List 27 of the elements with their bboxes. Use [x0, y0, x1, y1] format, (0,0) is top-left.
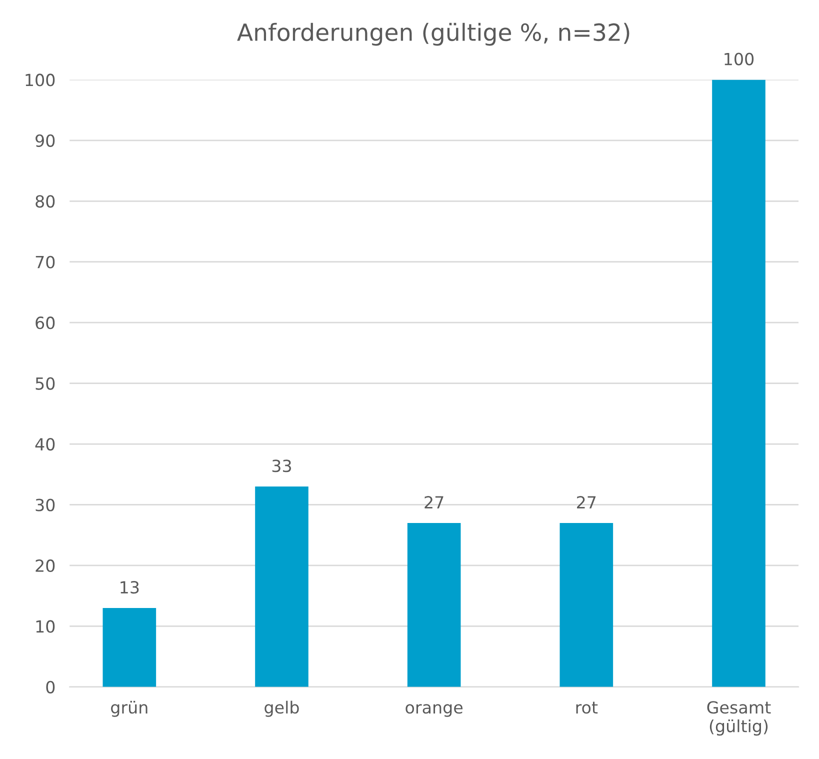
x-tick-label: orange [406, 704, 463, 717]
y-tick-label: 70 [36, 256, 55, 268]
bar [255, 486, 308, 687]
data-label: 100 [724, 52, 754, 66]
bar [407, 522, 461, 687]
bar [102, 608, 156, 687]
x-tick-label: Gesamt (gültig) [707, 701, 771, 736]
x-tick-label: rot [576, 702, 598, 714]
y-tick-label: 80 [36, 195, 55, 208]
x-tick-label: grün [111, 700, 148, 717]
data-label: 33 [272, 460, 292, 472]
chart-title: Anforderungen (gültige %, n=32) [237, 22, 630, 46]
bar [712, 80, 766, 687]
y-tick-label: 10 [36, 620, 55, 633]
y-tick-label: 0 [46, 680, 55, 694]
x-tick-label: gelb [264, 700, 299, 717]
y-tick-label: 50 [36, 377, 55, 390]
y-tick-label: 40 [35, 438, 55, 451]
y-tick-label: 30 [36, 498, 55, 512]
y-tick-label: 100 [26, 74, 55, 86]
y-tick-label: 20 [36, 559, 55, 572]
data-label: 27 [577, 496, 596, 508]
y-tick-label: 90 [36, 134, 55, 147]
data-label: 13 [120, 581, 139, 594]
y-tick-label: 60 [36, 316, 55, 330]
data-label: 27 [424, 496, 444, 508]
bar [560, 522, 614, 687]
